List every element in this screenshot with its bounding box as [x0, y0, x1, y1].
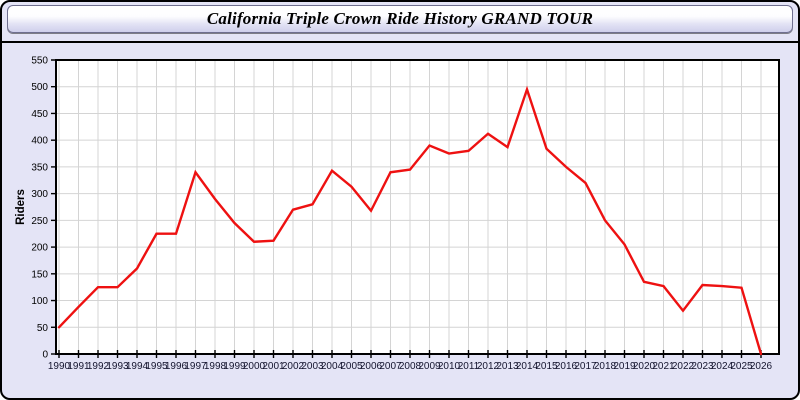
y-tick-label: 0 — [42, 350, 48, 361]
x-tick-label: 2006 — [360, 361, 383, 372]
x-tick-label: 2020 — [633, 361, 656, 372]
page-title: California Triple Crown Ride History GRA… — [206, 9, 594, 28]
y-tick-label: 300 — [31, 189, 48, 200]
chart-container: 0 50 100 150 200 250 300 350 400 450 500 550 1990 199… — [2, 43, 798, 398]
x-tick-label: 2008 — [399, 361, 422, 372]
x-tick-label: 2015 — [535, 361, 558, 372]
x-tick-label: 1990 — [48, 361, 71, 372]
y-axis-title: Riders — [15, 189, 27, 225]
y-tick-label: 150 — [31, 269, 48, 280]
x-tick-label: 2026 — [750, 361, 773, 372]
y-tick-label: 100 — [31, 296, 48, 307]
x-tick-label: 2001 — [262, 361, 285, 372]
ride-history-line-chart: 0501001502002503003504004505005501990199… — [15, 56, 780, 372]
x-tick-label: 1999 — [223, 361, 246, 372]
x-tick-label: 1998 — [204, 361, 227, 372]
x-tick-label: 2025 — [730, 361, 753, 372]
x-tick-label: 2022 — [672, 361, 695, 372]
y-tick-label: 350 — [31, 162, 48, 173]
y-tick-label: 200 — [31, 243, 48, 254]
x-tick-label: 2005 — [340, 361, 363, 372]
x-tick-label: 2021 — [652, 361, 675, 372]
x-tick-label: 1995 — [145, 361, 168, 372]
x-tick-label: 2004 — [321, 361, 344, 372]
plot-border — [55, 59, 780, 355]
x-tick-label: 2013 — [496, 361, 519, 372]
x-tick-label: 2000 — [243, 361, 266, 372]
x-tick-label: 2011 — [458, 361, 480, 372]
x-tick-label: 1997 — [184, 361, 207, 372]
x-tick-label: 2010 — [438, 361, 461, 372]
y-tick-label: 500 — [31, 82, 48, 93]
x-tick-label: 2019 — [613, 361, 636, 372]
y-tick-label: 450 — [31, 109, 48, 120]
y-tick-label: 550 — [31, 56, 48, 67]
data-line-riders — [57, 85, 763, 356]
plot-background — [56, 60, 779, 354]
x-tick-label: 2009 — [418, 361, 441, 372]
x-tick-label: 2002 — [282, 361, 305, 372]
x-tick-label: 2018 — [594, 361, 617, 372]
x-tick-label: 2014 — [516, 361, 539, 372]
x-tick-label: 1992 — [87, 361, 110, 372]
x-tick-label: 2003 — [301, 361, 324, 372]
y-tick-label: 400 — [31, 136, 48, 147]
x-tick-label: 1994 — [126, 361, 149, 372]
y-tick-label: 250 — [31, 216, 48, 227]
x-tick-label: 2016 — [555, 361, 578, 372]
y-tick-label: 50 — [37, 323, 49, 334]
x-tick-label: 1993 — [106, 361, 129, 372]
x-tick-label: 2012 — [477, 361, 500, 372]
header-separator — [2, 41, 798, 43]
x-tick-label: 2024 — [711, 361, 734, 372]
x-tick-label: 2017 — [574, 361, 597, 372]
title-bar: California Triple Crown Ride History GRA… — [7, 5, 793, 33]
x-tick-label: 1996 — [165, 361, 188, 372]
x-tick-label: 2023 — [691, 361, 714, 372]
x-tick-label: 1991 — [67, 361, 90, 372]
x-tick-label: 2007 — [379, 361, 402, 372]
